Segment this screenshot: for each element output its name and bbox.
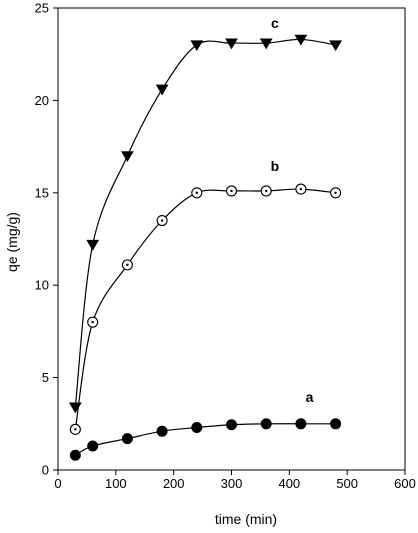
series-labels: a b c: [271, 15, 314, 405]
axes: 0 100 200 300 400 500 600 0 5 10 15 20 25: [35, 1, 416, 492]
series-lines: [74, 38, 336, 456]
x-tick-label: 600: [394, 476, 416, 491]
series-a-point: [191, 421, 203, 433]
series-b-point: [121, 259, 133, 271]
point-dot: [334, 191, 337, 194]
y-axis-title: qe (mg/g): [4, 212, 20, 272]
y-tick-label: 0: [42, 463, 49, 478]
series-a-point: [226, 419, 237, 431]
series-a-point: [156, 425, 168, 437]
series-a-point: [121, 433, 133, 445]
series-b-point: [225, 185, 238, 197]
series-a-point: [260, 418, 272, 430]
x-tick-label: 500: [336, 476, 358, 491]
y-tick-label: 10: [35, 278, 49, 293]
x-tick-label: 400: [278, 476, 300, 491]
point-dot: [74, 428, 77, 431]
series-a-point: [69, 449, 81, 461]
series-a-point: [87, 440, 99, 452]
series-b-point: [330, 187, 342, 199]
series-line-c: [74, 38, 336, 408]
series-c-point: [190, 40, 204, 52]
plot-frame: [57, 7, 406, 471]
series-c-point: [121, 151, 134, 163]
series-b-point: [156, 214, 168, 227]
series-c-point: [68, 402, 82, 414]
x-tick-label: 200: [163, 476, 185, 491]
series-markers: [68, 34, 342, 461]
series-label-c: c: [271, 15, 279, 31]
series-b-point: [87, 316, 99, 328]
point-dot: [265, 189, 268, 193]
point-dot: [230, 189, 233, 193]
x-tick-label: 300: [221, 476, 243, 491]
point-dot: [126, 263, 129, 267]
point-dot: [195, 191, 198, 194]
series-c-point: [86, 239, 100, 251]
y-tick-label: 15: [35, 185, 49, 200]
point-dot: [299, 187, 303, 191]
series-label-a: a: [306, 389, 314, 405]
series-a-point: [295, 418, 307, 430]
series-b-point: [191, 187, 203, 199]
x-axis-title: time (min): [215, 511, 277, 527]
series-c-point: [294, 34, 308, 46]
series-c-point: [225, 38, 238, 50]
series-b-point: [69, 423, 81, 435]
x-tick-label: 100: [105, 476, 127, 491]
series-b-point: [260, 185, 272, 197]
series-c-point: [329, 40, 342, 52]
series-a-point: [330, 418, 342, 430]
x-tick-label: 0: [54, 476, 61, 491]
series-c-point: [259, 38, 273, 50]
series-b-point: [295, 183, 307, 195]
y-tick-label: 25: [35, 1, 49, 16]
point-dot: [91, 320, 94, 324]
point-dot: [160, 219, 164, 222]
y-tick-label: 20: [35, 93, 49, 108]
series-c-point: [155, 84, 169, 96]
series-label-b: b: [271, 158, 280, 174]
series-line-a: [75, 423, 336, 456]
series-line-b: [74, 188, 336, 430]
y-tick-label: 5: [42, 370, 49, 385]
